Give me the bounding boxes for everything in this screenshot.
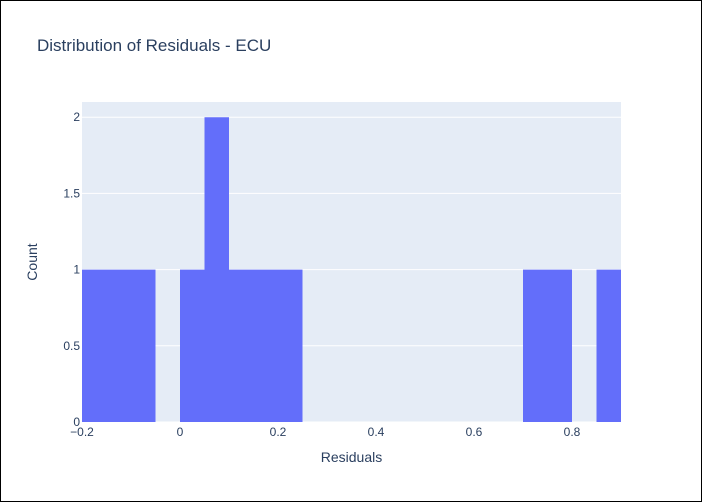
histogram-bar [180, 269, 205, 422]
x-tick-label: 0.8 [564, 425, 581, 439]
y-tick-label: 1 [73, 263, 80, 277]
y-tick-label: 2 [73, 110, 80, 124]
histogram-bars [82, 117, 621, 422]
x-tick-label: 0 [177, 425, 184, 439]
x-tick-label: −0.2 [70, 425, 94, 439]
y-tick-label: 0.5 [63, 339, 80, 353]
y-tick-labels: 0 0.5 1 1.5 2 [63, 110, 80, 429]
y-axis-title: Count [24, 243, 40, 280]
x-tick-label: 0.2 [270, 425, 287, 439]
x-axis-title: Residuals [321, 449, 382, 465]
histogram-bar [523, 269, 572, 422]
y-tick-label: 1.5 [63, 186, 80, 200]
x-tick-label: 0.4 [368, 425, 385, 439]
histogram-bar [229, 269, 303, 422]
histogram-bar [204, 117, 229, 422]
histogram-bar [82, 269, 156, 422]
x-tick-label: 0.6 [466, 425, 483, 439]
y-tick-label: 0 [73, 415, 80, 429]
x-tick-labels: −0.2 0 0.2 0.4 0.6 0.8 [70, 425, 581, 439]
chart-title: Distribution of Residuals - ECU [37, 36, 272, 55]
histogram-bar [596, 269, 621, 422]
